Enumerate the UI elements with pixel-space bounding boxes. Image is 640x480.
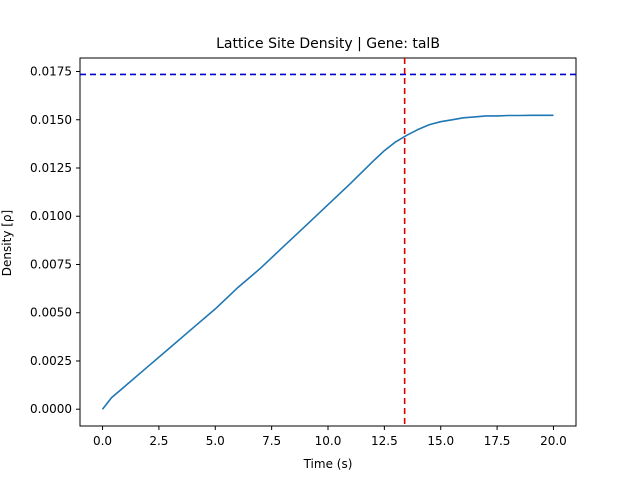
y-tick-label: 0.0025 [30, 354, 72, 368]
plot-frame [79, 57, 577, 427]
y-tick-label: 0.0125 [30, 161, 72, 175]
y-tick-label: 0.0175 [30, 65, 72, 79]
series-line [101, 114, 554, 410]
y-tick-label: 0.0100 [30, 209, 72, 223]
y-tick-label: 0.0000 [30, 402, 72, 416]
x-tick-label: 2.5 [149, 434, 168, 448]
x-tick-label: 12.5 [371, 434, 398, 448]
x-tick-label: 0.0 [93, 434, 112, 448]
y-tick-label: 0.0050 [30, 306, 72, 320]
x-tick-label: 7.5 [262, 434, 281, 448]
chart-title: Lattice Site Density | Gene: talB [216, 36, 440, 52]
plot-area: 0.0 2.5 5.0 7.5 10.0 12.5 15.0 17.5 20.0 0.0000 0.… [30, 57, 577, 448]
x-tick-label: 15.0 [427, 434, 454, 448]
x-tick-label: 10.0 [315, 434, 342, 448]
y-tick-label: 0.0075 [30, 257, 72, 271]
x-tick-label: 5.0 [206, 434, 225, 448]
x-tick-label: 17.5 [484, 434, 511, 448]
x-axis-label: Time (s) [303, 457, 353, 471]
y-axis-label: Density [ρ] [0, 210, 14, 276]
x-tick-label: 20.0 [540, 434, 567, 448]
y-tick-label: 0.0150 [30, 113, 72, 127]
